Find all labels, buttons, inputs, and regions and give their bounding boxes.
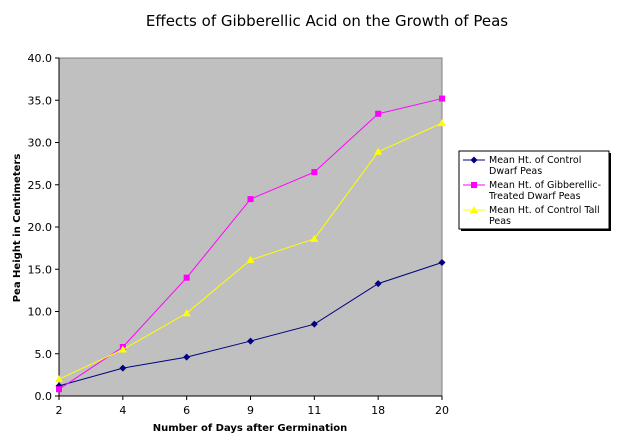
legend-swatch-marker: [471, 182, 477, 188]
y-tick-label: 5.0: [35, 348, 53, 361]
legend-swatch-marker: [470, 206, 478, 213]
chart-title: Effects of Gibberellic Acid on the Growt…: [146, 12, 508, 30]
x-tick-label: 20: [435, 404, 449, 417]
data-point: [118, 345, 127, 353]
legend-label: Dwarf Peas: [489, 166, 542, 177]
data-point: [247, 337, 254, 345]
x-tick-label: 2: [56, 404, 63, 417]
series-3: [55, 119, 446, 383]
data-point: [310, 320, 318, 328]
x-tick-label: 9: [247, 404, 254, 417]
x-tick-label: 11: [307, 404, 321, 417]
x-tick-label: 6: [183, 404, 190, 417]
data-point: [375, 110, 382, 117]
data-point: [438, 258, 446, 266]
data-point: [374, 280, 382, 288]
y-axis: 0.0 5.0 10.0 15.0 20.0 25.0 30.0 35.0 40.0: [28, 52, 60, 403]
legend-box: [458, 150, 610, 230]
series-1: [55, 258, 446, 390]
x-tick-label: 4: [119, 404, 126, 417]
y-tick-label: 15.0: [28, 263, 53, 276]
legend-label: Mean Ht. of Control: [489, 155, 581, 166]
data-point: [247, 196, 254, 203]
x-tick-label: 18: [371, 404, 385, 417]
x-axis: 2 4 6 9 11 18 20: [56, 395, 449, 417]
data-point: [119, 364, 127, 372]
data-point: [311, 169, 318, 176]
y-tick-label: 25.0: [28, 179, 53, 192]
data-point: [310, 234, 319, 242]
series-layer: [55, 95, 446, 393]
data-point: [438, 119, 446, 127]
legend-label: Mean Ht. of Control Tall: [489, 205, 600, 216]
legend-swatch-marker: [470, 156, 478, 164]
plot-area: [58, 57, 443, 397]
data-point: [183, 274, 190, 281]
legend-label: Mean Ht. of Gibberellic-: [489, 180, 601, 191]
data-point: [246, 255, 255, 263]
y-axis-label: Pea Height in Centimeters: [12, 154, 23, 303]
y-tick-label: 0.0: [35, 390, 53, 403]
legend-label: Peas: [489, 216, 511, 227]
data-point: [55, 375, 63, 383]
y-tick-label: 30.0: [28, 137, 53, 150]
legend-label: Treated Dwarf Peas: [488, 191, 581, 202]
legend-item-2: Mean Ht. of Gibberellic-Treated Dwarf Pe…: [463, 180, 601, 202]
data-point: [439, 95, 445, 102]
y-tick-label: 40.0: [28, 52, 53, 65]
x-axis-label: Number of Days after Germination: [153, 423, 348, 434]
data-point: [374, 147, 383, 155]
data-point: [56, 386, 62, 393]
y-tick-label: 10.0: [28, 306, 53, 319]
data-point: [183, 353, 191, 361]
y-tick-label: 35.0: [28, 94, 53, 107]
y-tick-label: 20.0: [28, 221, 53, 234]
data-point: [182, 309, 191, 317]
